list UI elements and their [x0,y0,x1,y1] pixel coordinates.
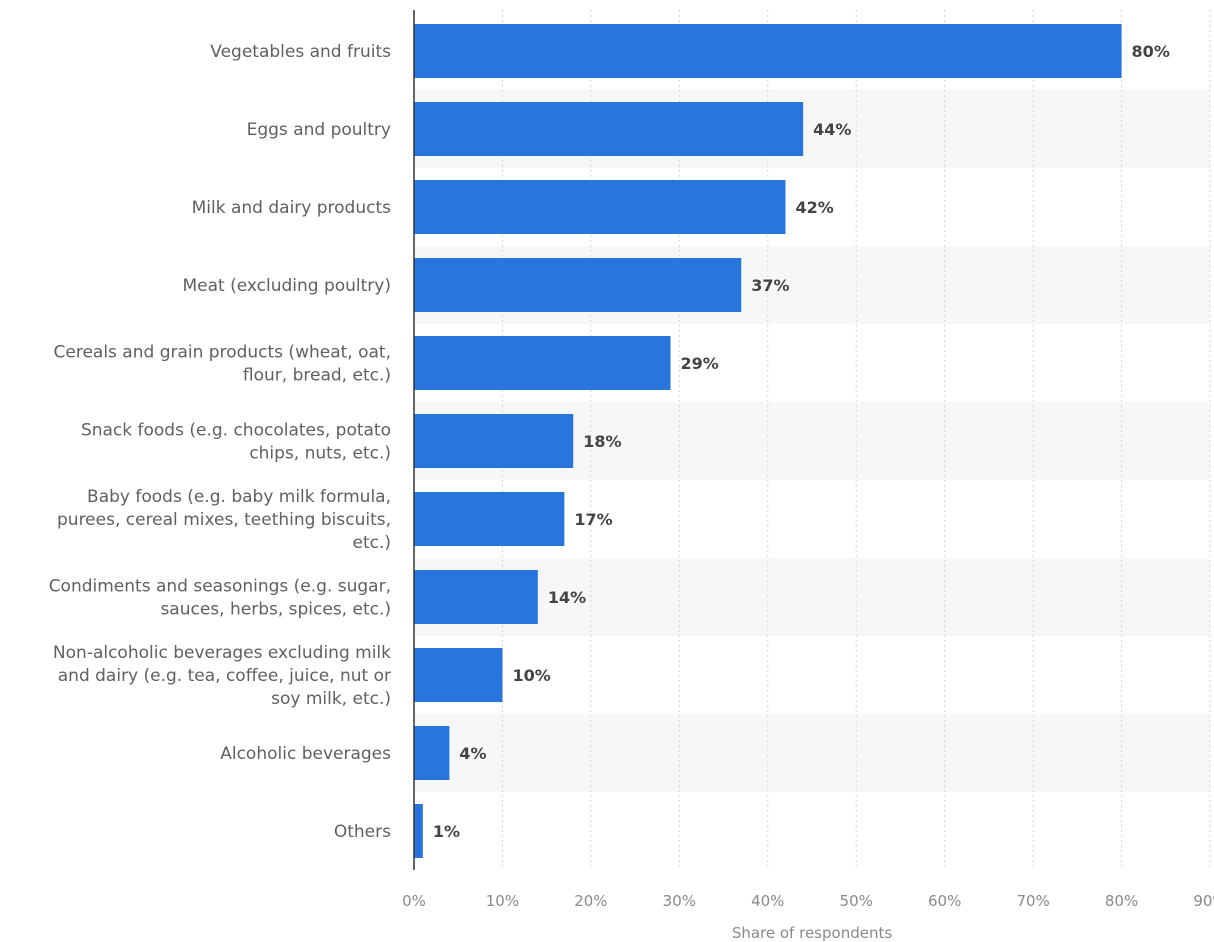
value-label: 1% [433,822,460,841]
bar [414,414,574,468]
x-tick-label: 60% [928,892,961,910]
x-tick-label: 70% [1016,892,1049,910]
bar [414,258,742,312]
row-bands [414,90,1210,792]
grid-lines [501,10,1211,870]
category-label: Eggs and poultry [247,120,391,140]
row-band [414,714,1210,792]
category-label: Snack foods (e.g. chocolates, potato chip… [81,421,391,464]
bars [414,24,1122,858]
x-tick-label: 20% [574,892,607,910]
value-label: 80% [1132,42,1170,61]
x-tick-label: 0% [402,892,426,910]
bar [414,180,786,234]
category-label: Cereals and grain products (wheat, oat, f… [54,343,392,386]
category-label: Non-alcoholic beverages excluding milk an… [53,643,391,709]
x-tick-label: 40% [751,892,784,910]
value-labels: 80% 44% 42% 37% 29% 18% 17% 14% 10% 4% 1% [433,42,1170,841]
x-axis-title: Share of respondents [732,924,893,942]
value-label: 10% [512,666,550,685]
bar [414,102,804,156]
x-tick-label: 90% [1193,892,1214,910]
bar [414,492,565,546]
category-label: Milk and dairy products [192,198,392,218]
row-band [414,558,1210,636]
x-tick-label: 10% [486,892,519,910]
x-axis-ticks: 0% 10% 20% 30% 40% 50% 60% 70% 80% 90% [402,892,1214,910]
bar [414,24,1122,78]
x-tick-label: 80% [1105,892,1138,910]
bar [414,336,671,390]
category-label: Vegetables and fruits [210,42,391,62]
value-label: 18% [583,432,621,451]
value-label: 14% [548,588,586,607]
category-label: Alcoholic beverages [220,744,391,764]
category-labels: Vegetables and fruits Eggs and poultry Mil… [49,42,391,842]
bar [414,804,423,858]
value-label: 42% [795,198,833,217]
category-label: Baby foods (e.g. baby milk formula, puree… [57,487,391,553]
category-label: Others [334,822,391,842]
value-label: 44% [813,120,851,139]
value-label: 29% [680,354,718,373]
bar [414,570,538,624]
value-label: 17% [574,510,612,529]
value-label: 37% [751,276,789,295]
x-tick-label: 30% [663,892,696,910]
category-label: Meat (excluding poultry) [182,276,391,296]
bar [414,648,503,702]
value-label: 4% [459,744,486,763]
bar [414,726,450,780]
category-label: Condiments and seasonings (e.g. sugar, sa… [49,577,391,620]
x-tick-label: 50% [840,892,873,910]
